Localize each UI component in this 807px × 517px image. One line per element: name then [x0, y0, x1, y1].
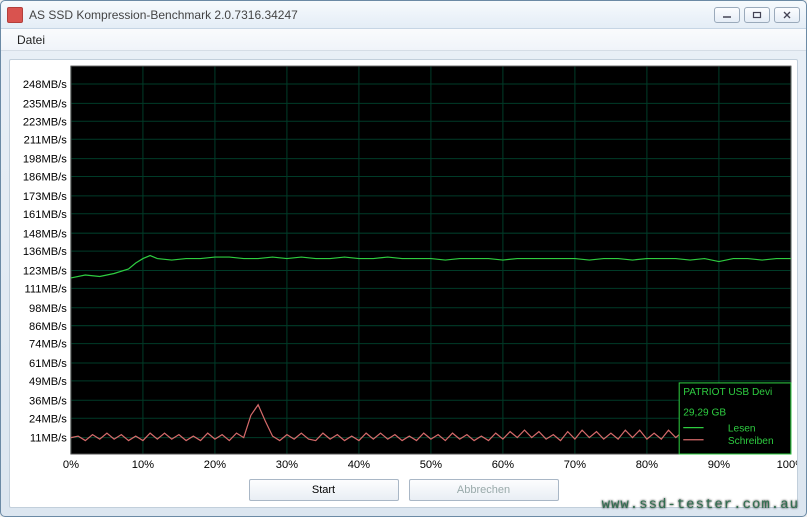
abbrechen-button[interactable]: Abbrechen: [409, 479, 559, 501]
watermark-text: www.ssd-tester.com.au: [602, 497, 799, 513]
svg-text:49MB/s: 49MB/s: [29, 376, 67, 388]
svg-text:235MB/s: 235MB/s: [23, 98, 67, 110]
menubar: Datei: [1, 29, 806, 51]
svg-text:Schreiben: Schreiben: [728, 436, 774, 447]
start-button[interactable]: Start: [249, 479, 399, 501]
maximize-button[interactable]: [744, 7, 770, 23]
svg-text:61MB/s: 61MB/s: [29, 358, 67, 370]
svg-text:50%: 50%: [420, 459, 442, 471]
close-button[interactable]: [774, 7, 800, 23]
svg-text:74MB/s: 74MB/s: [29, 339, 67, 351]
svg-text:100%: 100%: [777, 459, 797, 471]
svg-text:60%: 60%: [492, 459, 514, 471]
svg-text:40%: 40%: [348, 459, 370, 471]
svg-text:186MB/s: 186MB/s: [23, 172, 67, 184]
menu-datei[interactable]: Datei: [11, 31, 51, 49]
svg-text:11MB/s: 11MB/s: [30, 433, 67, 445]
svg-text:PATRIOT USB Devi: PATRIOT USB Devi: [683, 387, 772, 398]
compression-chart: 11MB/s 24MB/s 36MB/s 49MB/s 61MB/s 74MB/s 86MB…: [10, 60, 797, 476]
svg-text:98MB/s: 98MB/s: [29, 303, 67, 315]
svg-text:198MB/s: 198MB/s: [23, 154, 67, 166]
svg-text:80%: 80%: [636, 459, 658, 471]
svg-text:136MB/s: 136MB/s: [23, 246, 67, 258]
app-icon: [7, 7, 23, 23]
svg-text:223MB/s: 223MB/s: [23, 116, 67, 128]
svg-text:90%: 90%: [708, 459, 730, 471]
svg-text:123MB/s: 123MB/s: [23, 266, 67, 278]
svg-text:248MB/s: 248MB/s: [23, 79, 67, 91]
svg-text:86MB/s: 86MB/s: [29, 321, 67, 333]
svg-text:111MB/s: 111MB/s: [24, 283, 67, 295]
svg-text:211MB/s: 211MB/s: [24, 134, 68, 146]
svg-text:29,29 GB: 29,29 GB: [683, 407, 726, 418]
titlebar[interactable]: AS SSD Kompression-Benchmark 2.0.7316.34…: [1, 1, 806, 29]
svg-text:161MB/s: 161MB/s: [23, 209, 67, 221]
chart-area: 11MB/s 24MB/s 36MB/s 49MB/s 61MB/s 74MB/s 86MB…: [10, 60, 797, 473]
svg-text:148MB/s: 148MB/s: [23, 228, 67, 240]
content-panel: 11MB/s 24MB/s 36MB/s 49MB/s 61MB/s 74MB/s 86MB…: [9, 59, 798, 508]
svg-text:30%: 30%: [276, 459, 298, 471]
svg-text:20%: 20%: [204, 459, 226, 471]
svg-text:173MB/s: 173MB/s: [23, 191, 67, 203]
svg-text:36MB/s: 36MB/s: [29, 395, 67, 407]
svg-text:10%: 10%: [132, 459, 154, 471]
window-controls: [714, 7, 800, 23]
window-title: AS SSD Kompression-Benchmark 2.0.7316.34…: [29, 8, 714, 22]
svg-text:70%: 70%: [564, 459, 586, 471]
svg-text:Lesen: Lesen: [728, 424, 756, 435]
svg-text:0%: 0%: [63, 459, 79, 471]
minimize-button[interactable]: [714, 7, 740, 23]
svg-text:24MB/s: 24MB/s: [29, 413, 67, 425]
app-window: AS SSD Kompression-Benchmark 2.0.7316.34…: [0, 0, 807, 517]
